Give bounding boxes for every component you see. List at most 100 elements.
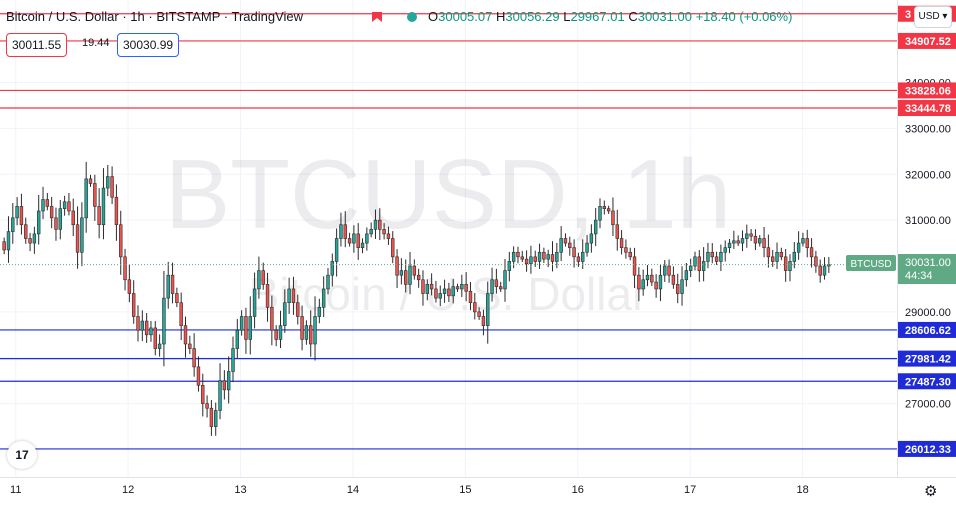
candle-body bbox=[412, 265, 417, 276]
candle-body bbox=[231, 348, 235, 372]
support-level-tag bbox=[898, 350, 956, 367]
candle-body bbox=[84, 178, 88, 219]
current-price-label: BTCUSD 30031.00 44:34 bbox=[846, 254, 956, 284]
currency-selector[interactable]: USD ▾ bbox=[914, 6, 952, 28]
buy-button[interactable]: 30030.99 bbox=[117, 33, 180, 57]
candle-body bbox=[296, 302, 300, 317]
candle-body bbox=[645, 274, 650, 281]
candle-body bbox=[239, 316, 244, 331]
candle-body bbox=[235, 329, 240, 349]
candle-body bbox=[149, 327, 153, 336]
gear-icon[interactable]: ⚙ bbox=[924, 483, 938, 500]
candle-body bbox=[455, 286, 460, 290]
time-tick-label: 14 bbox=[347, 484, 359, 496]
candle-body bbox=[278, 325, 283, 340]
candle-body bbox=[97, 206, 101, 226]
candle-body bbox=[196, 366, 201, 386]
support-level-tag bbox=[898, 373, 956, 390]
candle-body bbox=[693, 256, 697, 267]
candle-body bbox=[663, 265, 667, 276]
support-level-tag bbox=[898, 440, 956, 457]
spread-value: 19.44 bbox=[82, 37, 110, 49]
candle-body bbox=[758, 238, 762, 244]
candle-body bbox=[684, 270, 689, 281]
candle-body bbox=[127, 279, 132, 294]
candle-body bbox=[438, 293, 442, 299]
time-tick-label: 18 bbox=[796, 484, 808, 496]
candle-body bbox=[188, 343, 192, 349]
candle-body bbox=[701, 261, 706, 271]
candle-body bbox=[771, 256, 775, 262]
candle-body bbox=[153, 327, 157, 349]
candle-body bbox=[576, 256, 581, 262]
exchange-label: BITSTAMP bbox=[156, 9, 221, 24]
candle-body bbox=[481, 316, 486, 326]
symbol-title[interactable]: Bitcoin / U.S. Dollar · 1h · BITSTAMP · … bbox=[6, 9, 304, 24]
candle-body bbox=[356, 233, 360, 248]
ohlc-legend: O30005.07 H30056.29 L29967.01 C30031.00 … bbox=[428, 9, 793, 24]
candle-body bbox=[585, 242, 589, 253]
horizontal-levels[interactable] bbox=[0, 13, 897, 450]
interval-label[interactable]: 1h bbox=[130, 9, 145, 24]
candle-body bbox=[442, 288, 447, 294]
candle-body bbox=[503, 270, 507, 290]
time-tick-label: 15 bbox=[459, 484, 471, 496]
time-tick-label: 11 bbox=[10, 484, 21, 496]
watermark-symbol: BTCUSD, 1h bbox=[165, 139, 731, 249]
candle-body bbox=[537, 251, 542, 262]
candle-body bbox=[218, 380, 222, 411]
candle-body bbox=[106, 176, 110, 189]
candle-body bbox=[321, 288, 326, 308]
candle-body bbox=[473, 302, 477, 313]
resistance-level-tag-value: 33444.78 bbox=[905, 103, 951, 115]
candle-body bbox=[447, 288, 451, 297]
support-level-tag-value: 27981.42 bbox=[905, 354, 951, 366]
candle-body bbox=[222, 380, 227, 391]
candle-body bbox=[326, 274, 330, 290]
price-tag bbox=[898, 254, 956, 284]
price-tick-label: 27000.00 bbox=[905, 399, 951, 411]
candle-body bbox=[41, 199, 45, 212]
candle-body bbox=[93, 183, 97, 207]
price-tick-label: 33000.00 bbox=[905, 123, 951, 135]
price-tick-label: 31000.00 bbox=[905, 215, 951, 227]
candle-body bbox=[593, 219, 598, 235]
candle-body bbox=[36, 210, 41, 235]
candle-body bbox=[395, 256, 399, 276]
candle-body bbox=[416, 274, 421, 281]
candle-body bbox=[144, 320, 149, 336]
candle-body bbox=[192, 348, 196, 368]
support-level-tag-value: 26012.33 bbox=[905, 444, 951, 456]
candle-body bbox=[248, 316, 252, 340]
time-axis[interactable]: 11 12 13 14 15 16 17 18 bbox=[10, 484, 809, 496]
candle-body bbox=[429, 284, 434, 290]
candle-body bbox=[378, 219, 382, 230]
flag-icon[interactable] bbox=[370, 10, 384, 24]
candle-body bbox=[313, 316, 317, 345]
candle-body bbox=[533, 256, 537, 262]
candle-body bbox=[434, 288, 438, 299]
candle-body bbox=[261, 270, 265, 285]
candle-body bbox=[62, 201, 67, 209]
candle-body bbox=[205, 403, 209, 409]
candle-body bbox=[822, 265, 827, 276]
candle-body bbox=[572, 247, 576, 258]
candle-body bbox=[265, 284, 270, 308]
candle-body bbox=[783, 256, 788, 271]
candle-body bbox=[451, 286, 455, 297]
candle-body bbox=[511, 251, 516, 262]
candle-body bbox=[157, 343, 162, 349]
candle-body bbox=[745, 233, 749, 239]
currency-label: USD bbox=[918, 11, 940, 22]
candle-body bbox=[688, 265, 693, 271]
symbol-tag bbox=[846, 255, 896, 271]
tradingview-logo-icon[interactable]: 17 bbox=[7, 441, 37, 469]
sell-button[interactable]: 30011.55 bbox=[6, 33, 68, 57]
candle-body bbox=[732, 240, 736, 244]
time-tick-label: 17 bbox=[684, 484, 696, 496]
candle-body bbox=[45, 199, 50, 207]
open-value: 30005.07 bbox=[438, 9, 493, 24]
candle-body bbox=[179, 302, 183, 326]
